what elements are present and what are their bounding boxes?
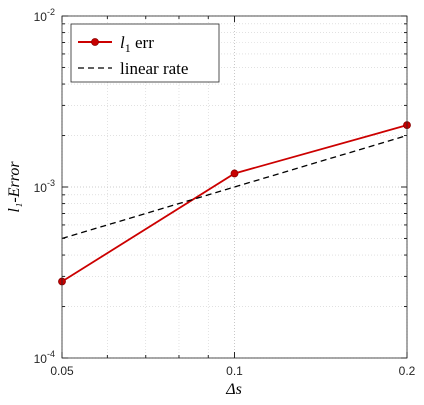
legend-label-l1-err-main: l	[120, 33, 125, 52]
legend-marker-l1-err	[91, 38, 99, 46]
legend-label-l1-err-rest: err	[131, 33, 154, 52]
y-axis-label: l₁-Error	[6, 161, 23, 213]
legend-label-l1-err: l1 err	[120, 33, 154, 55]
y-tick-label: 10-2	[34, 7, 55, 24]
legend: l1 err linear rate	[70, 23, 220, 83]
legend-label-l1-err-sub: 1	[125, 41, 131, 55]
x-axis-label: Δs	[225, 381, 242, 398]
data-point-l1-err	[230, 169, 239, 178]
legend-label-linear-rate: linear rate	[120, 59, 188, 78]
y-tick-label: 10-4	[34, 349, 55, 366]
tick-labels: 0.05 0.1 0.2 10-4 10-3 10-2	[34, 7, 416, 378]
legend-box	[70, 23, 220, 83]
y-tick-label: 10-3	[34, 178, 55, 195]
x-tick-label: 0.2	[399, 364, 416, 378]
x-tick-label: 0.05	[50, 364, 74, 378]
ticks	[61, 15, 408, 359]
series-line-linear-rate	[61, 134, 408, 240]
x-tick-label: 0.1	[226, 364, 243, 378]
